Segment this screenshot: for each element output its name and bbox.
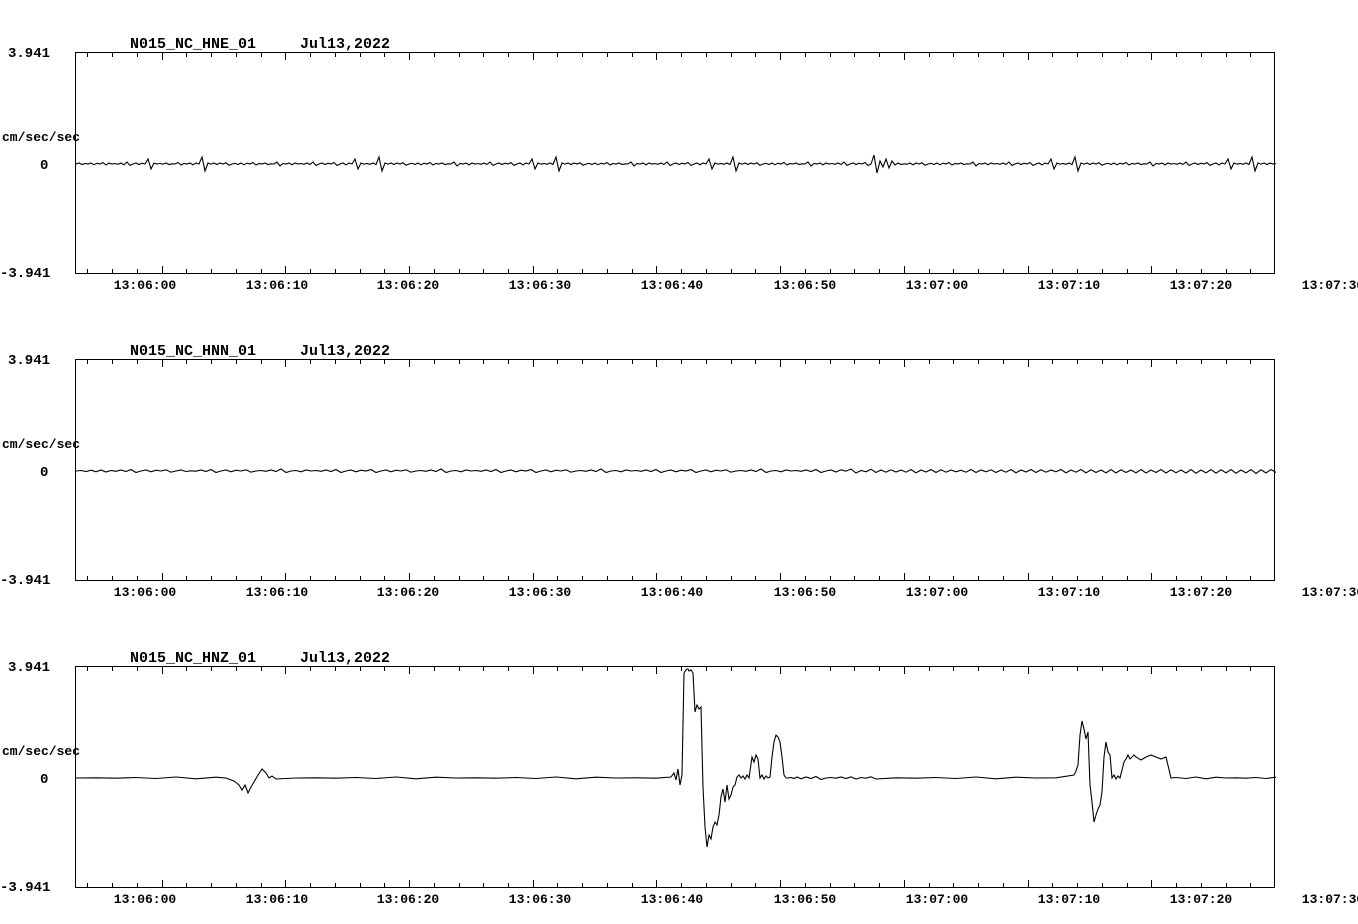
y-zero-label: 0 (40, 772, 48, 788)
panel-title: N015_NC_HNZ_01 (130, 650, 256, 667)
plot-area-hne[interactable] (75, 52, 1275, 274)
y-bottom-label: -3.941 (0, 880, 50, 896)
y-zero-label: 0 (40, 465, 48, 481)
x-tick-labels: 13:06:00 13:06:10 13:06:20 13:06:30 13:0… (75, 278, 1275, 296)
y-axis-units: cm/sec/sec (2, 130, 80, 145)
panel-date: Jul13,2022 (300, 343, 390, 360)
plot-area-hnn[interactable] (75, 359, 1275, 581)
y-top-label: 3.941 (8, 46, 50, 62)
y-axis-units: cm/sec/sec (2, 437, 80, 452)
x-tick-labels: 13:06:00 13:06:10 13:06:20 13:06:30 13:0… (75, 892, 1275, 910)
y-bottom-label: -3.941 (0, 266, 50, 282)
panel-title: N015_NC_HNN_01 (130, 343, 256, 360)
waveform-hnz (76, 667, 1276, 889)
y-axis-units: cm/sec/sec (2, 744, 80, 759)
panel-date: Jul13,2022 (300, 650, 390, 667)
plot-area-hnz[interactable] (75, 666, 1275, 888)
waveform-hnn (76, 360, 1276, 582)
panel-title: N015_NC_HNE_01 (130, 36, 256, 53)
y-top-label: 3.941 (8, 353, 50, 369)
waveform-hne (76, 53, 1276, 275)
x-tick-labels: 13:06:00 13:06:10 13:06:20 13:06:30 13:0… (75, 585, 1275, 603)
y-top-label: 3.941 (8, 660, 50, 676)
panel-date: Jul13,2022 (300, 36, 390, 53)
y-bottom-label: -3.941 (0, 573, 50, 589)
y-zero-label: 0 (40, 158, 48, 174)
